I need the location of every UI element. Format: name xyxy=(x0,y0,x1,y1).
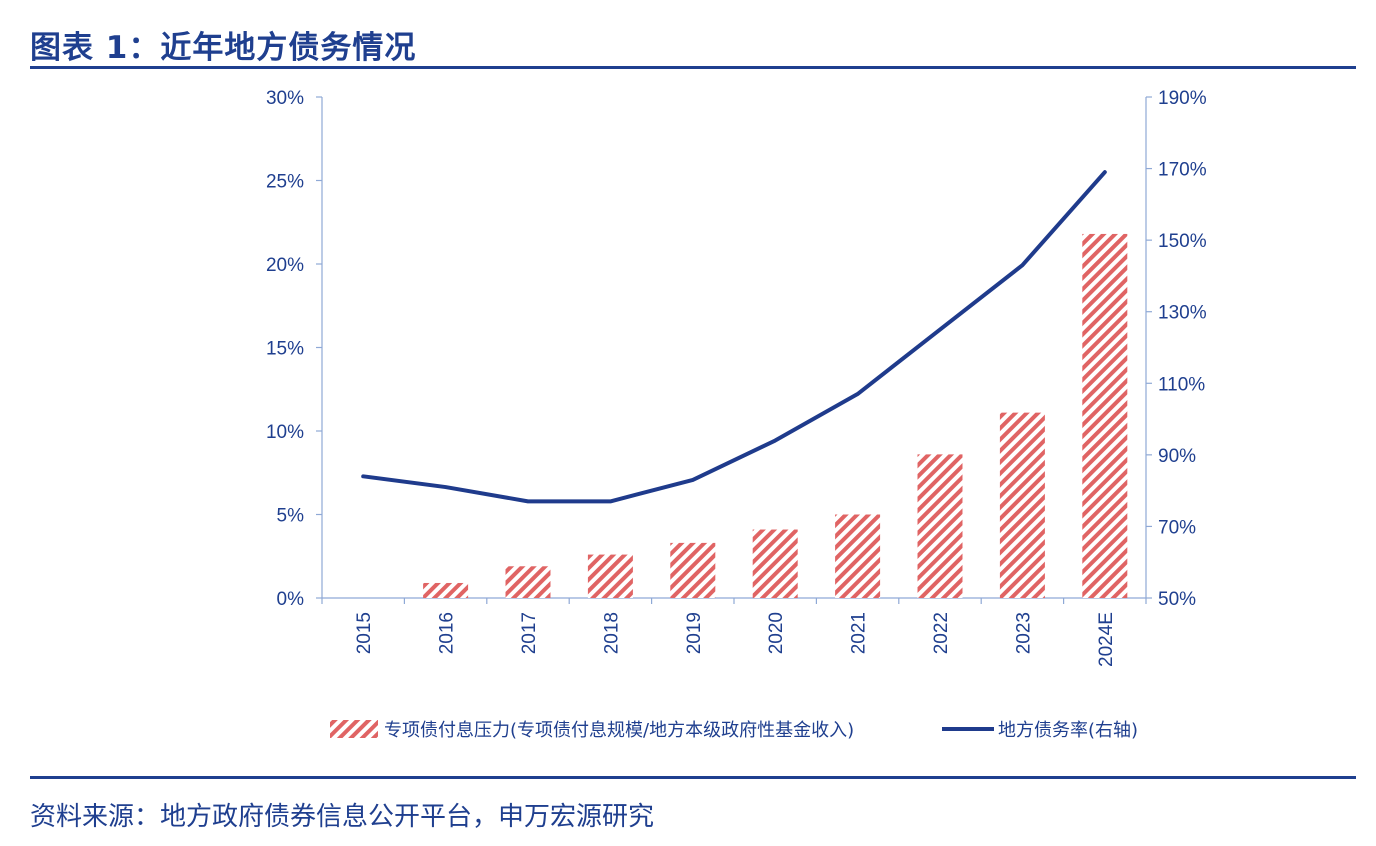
right-tick-label: 110% xyxy=(1158,374,1205,395)
bar xyxy=(999,412,1045,598)
x-tick-label: 2015 xyxy=(354,612,375,654)
right-tick-label: 150% xyxy=(1158,231,1207,252)
legend-bar-swatch xyxy=(330,720,378,738)
x-tick-label: 2023 xyxy=(1013,612,1034,654)
left-tick-label: 10% xyxy=(266,422,304,443)
source-note: 资料来源：地方政府债券信息公开平台，申万宏源研究 xyxy=(30,802,655,832)
x-tick-label: 2018 xyxy=(601,612,622,654)
legend-bar-label: 专项债付息压力(专项债付息规模/地方本级政府性基金收入) xyxy=(384,720,854,741)
source-rule xyxy=(30,776,1356,779)
x-tick-label: 2022 xyxy=(931,612,952,654)
figure-title: 图表 1：近年地方债务情况 xyxy=(30,30,417,66)
left-tick-label: 5% xyxy=(277,506,305,527)
legend: 专项债付息压力(专项债付息规模/地方本级政府性基金收入) 地方债务率(右轴) xyxy=(330,720,1138,741)
left-tick-label: 30% xyxy=(266,88,304,109)
bar xyxy=(505,566,551,598)
right-tick-label: 90% xyxy=(1158,446,1196,467)
x-tick-label: 2020 xyxy=(766,612,787,654)
left-tick-label: 0% xyxy=(277,589,305,610)
axes: 0% 5% 10% 15% 20% 25% 30% 50% 70% 90% 110% 130% 150%… xyxy=(266,88,1207,667)
legend-line-label: 地方债务率(右轴) xyxy=(998,720,1138,741)
right-tick-label: 190% xyxy=(1158,88,1207,109)
title-rule xyxy=(30,66,1356,69)
left-tick-label: 20% xyxy=(266,255,304,276)
bar xyxy=(587,554,633,598)
left-tick-label: 15% xyxy=(266,339,304,360)
right-tick-label: 170% xyxy=(1158,160,1207,181)
bar xyxy=(835,514,881,598)
bar xyxy=(752,529,798,598)
bar xyxy=(423,582,469,598)
right-tick-label: 130% xyxy=(1158,303,1207,324)
x-tick-label: 2019 xyxy=(684,612,705,654)
x-tick-label: 2024E xyxy=(1096,612,1117,667)
debt-ratio-line xyxy=(361,170,1107,504)
x-tick-label: 2021 xyxy=(849,612,870,654)
right-tick-label: 70% xyxy=(1158,517,1196,538)
x-tick-label: 2017 xyxy=(519,612,540,654)
x-tick-label: 2016 xyxy=(437,612,458,654)
bar xyxy=(1082,233,1128,598)
left-tick-label: 25% xyxy=(266,172,304,193)
bars xyxy=(423,233,1128,598)
line-series xyxy=(361,170,1107,504)
right-tick-label: 50% xyxy=(1158,589,1196,610)
bar xyxy=(670,542,716,598)
bar xyxy=(917,454,963,598)
